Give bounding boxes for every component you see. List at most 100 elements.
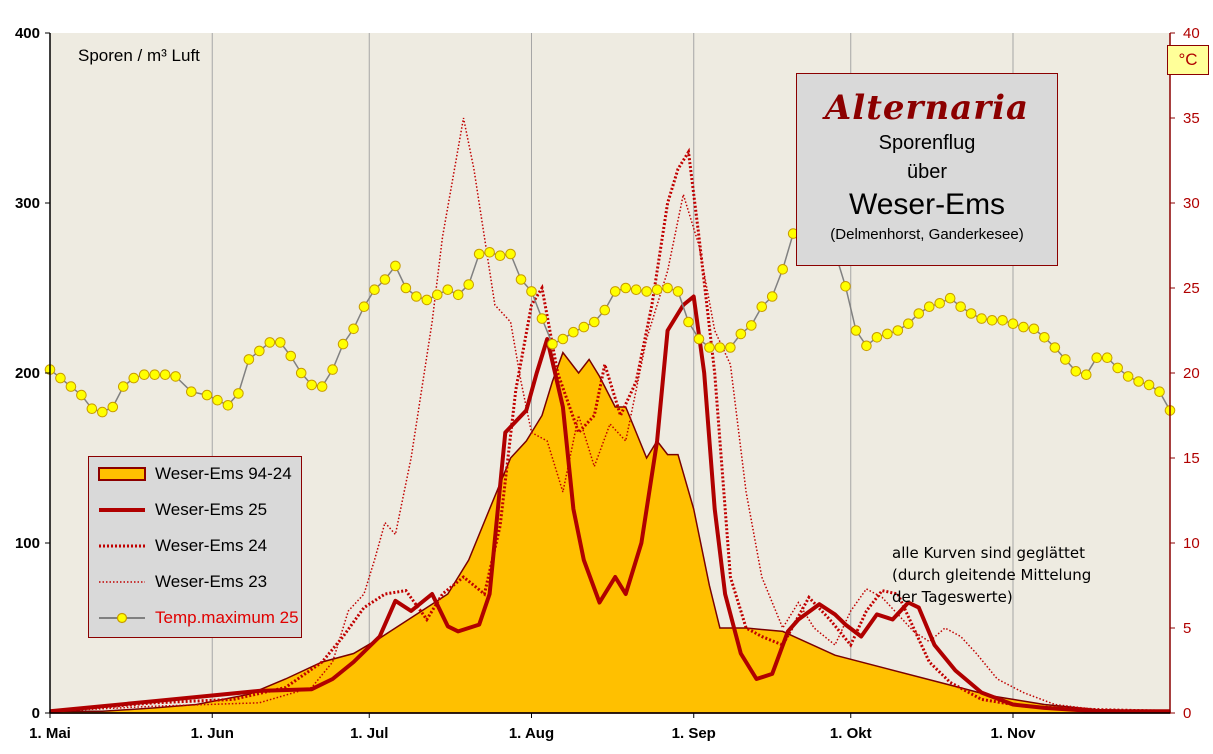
y2-tick-label: 15 — [1183, 450, 1200, 467]
temp-marker — [86, 403, 98, 415]
x-tick-label: 1. Jul — [350, 725, 388, 742]
temp-marker — [421, 294, 433, 306]
temp-marker — [923, 301, 935, 313]
temp-marker — [348, 323, 359, 335]
note-line: der Tageswerte) — [892, 588, 1013, 606]
temp-marker — [1070, 366, 1082, 377]
temp-marker — [390, 260, 401, 272]
temp-marker — [568, 326, 579, 338]
title-box: Alternaria Sporenflug über Weser-Ems (De… — [796, 73, 1058, 266]
temp-marker — [316, 381, 328, 392]
temp-marker — [850, 325, 862, 336]
temp-marker — [442, 284, 454, 296]
temp-marker — [609, 286, 621, 297]
temp-marker — [756, 301, 768, 313]
temp-marker — [473, 248, 485, 260]
temp-marker — [777, 264, 789, 275]
temp-marker — [986, 315, 998, 326]
temp-marker — [693, 333, 705, 345]
smoothing-note: alle Kurven sind geglättet (durch gleite… — [892, 542, 1091, 608]
temp-marker — [358, 301, 370, 313]
temp-marker — [725, 342, 736, 353]
temp-marker — [861, 340, 872, 352]
temp-marker — [484, 247, 495, 258]
temp-marker — [1049, 342, 1061, 353]
legend-label: Weser-Ems 25 — [155, 500, 268, 519]
legend-label: Weser-Ems 94-24 — [155, 464, 292, 483]
temp-marker — [714, 342, 726, 353]
temp-marker — [274, 337, 286, 348]
legend-swatch-dotted-line — [97, 536, 147, 556]
temp-marker — [871, 332, 883, 343]
temp-marker — [494, 250, 506, 261]
y2-tick-label: 40 — [1183, 25, 1200, 42]
temp-marker — [944, 292, 956, 304]
note-line: alle Kurven sind geglättet — [892, 544, 1085, 562]
temp-marker — [735, 328, 747, 340]
temp-marker — [505, 248, 516, 260]
temp-marker — [599, 304, 611, 316]
temp-marker — [965, 308, 977, 319]
chart-subtitle: Sporenflug — [878, 132, 976, 154]
x-tick-label: 1. Sep — [672, 725, 716, 742]
temp-marker — [149, 369, 160, 381]
temp-marker — [547, 338, 558, 350]
legend-item-25: Weser-Ems 25 — [97, 498, 297, 522]
temp-marker — [138, 369, 150, 381]
grid-lines — [211, 33, 1014, 713]
y-axis-label: Sporen / m³ Luft — [78, 46, 200, 65]
temp-marker — [1039, 332, 1050, 343]
temp-marker — [578, 321, 590, 333]
temp-marker — [683, 316, 694, 328]
temp-marker — [1060, 354, 1071, 365]
chart-subtitle-2: über — [906, 161, 948, 183]
line-series-25 — [49, 294, 1170, 714]
y2-tick-label: 30 — [1183, 195, 1200, 212]
line-series-24 — [49, 147, 1171, 713]
temp-marker — [641, 286, 652, 297]
temp-marker — [557, 333, 569, 345]
temp-marker — [97, 406, 108, 418]
temp-marker — [903, 318, 914, 330]
temp-marker — [913, 308, 925, 319]
temp-marker — [400, 282, 412, 294]
y-tick-label: 100 — [15, 535, 40, 552]
temp-marker — [76, 389, 87, 401]
temp-marker — [107, 401, 119, 413]
temp-marker — [431, 289, 443, 301]
temp-marker — [55, 372, 66, 384]
temp-marker — [128, 372, 140, 384]
y2-unit-label: °C — [1167, 45, 1209, 75]
legend-swatch-thin-dotted-line — [97, 572, 147, 592]
legend-swatch-thick-line — [97, 500, 147, 520]
temp-marker — [117, 381, 129, 392]
temp-marker — [526, 286, 537, 297]
temp-marker — [515, 274, 527, 285]
temp-marker — [243, 354, 255, 365]
y2-tick-label: 25 — [1183, 280, 1200, 297]
temp-marker — [976, 313, 987, 324]
temp-marker — [588, 316, 600, 328]
temp-marker — [651, 284, 663, 296]
temp-marker — [955, 301, 966, 313]
temp-marker — [1007, 318, 1019, 330]
legend-item-temp: Temp.maximum 25 — [97, 606, 299, 630]
y2-tick-label: 20 — [1183, 365, 1200, 382]
temp-marker — [882, 328, 893, 340]
y-tick-label: 300 — [15, 195, 40, 212]
x-tick-label: 1. Nov — [990, 725, 1036, 742]
temp-marker — [672, 286, 684, 297]
y2-tick-label: 0 — [1183, 705, 1191, 722]
temp-marker — [746, 320, 757, 331]
temp-marker — [186, 386, 197, 398]
temp-marker — [327, 364, 338, 375]
temp-marker — [1133, 376, 1144, 387]
x-tick-label: 1. Okt — [830, 725, 872, 742]
temp-marker — [65, 381, 77, 392]
temp-marker — [379, 274, 391, 285]
x-tick-label: 1. Aug — [509, 725, 554, 742]
series-group — [44, 117, 1176, 714]
temp-marker — [934, 298, 946, 309]
chart-places: (Delmenhorst, Ganderkesee) — [830, 226, 1024, 243]
temp-marker — [369, 284, 380, 296]
